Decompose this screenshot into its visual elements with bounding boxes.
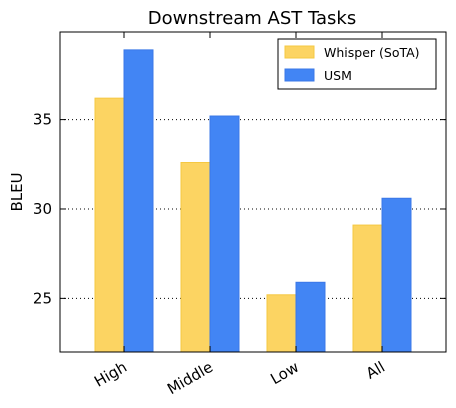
legend-label-whisper: Whisper (SoTA) — [324, 45, 420, 60]
legend-swatch-whisper — [284, 45, 315, 59]
bar-usm-high — [123, 49, 154, 353]
bar-whisper-all — [352, 224, 383, 353]
y-tick-label: 25 — [33, 289, 52, 307]
bar-usm-low — [295, 281, 326, 353]
bar-usm-all — [381, 197, 412, 353]
y-axis-label: BLEU — [8, 172, 26, 211]
bars — [94, 49, 412, 353]
y-tick-label: 35 — [33, 111, 52, 129]
y-ticks: 25 30 35 — [33, 111, 446, 307]
bar-whisper-low — [266, 294, 297, 353]
bar-usm-middle — [209, 115, 240, 353]
legend-label-usm: USM — [324, 68, 352, 83]
bar-whisper-high — [94, 97, 125, 353]
x-tick-label: Middle — [164, 358, 216, 398]
bar-whisper-middle — [180, 162, 211, 353]
x-tick-label: Low — [267, 358, 302, 388]
plot-frame — [59, 31, 447, 353]
chart-title: Downstream AST Tasks — [148, 8, 357, 29]
legend-swatch-usm — [284, 68, 315, 82]
x-tick-label: High — [91, 358, 130, 391]
x-tick-label: All — [363, 358, 388, 383]
legend: Whisper (SoTA) USM — [277, 38, 437, 90]
y-tick-label: 30 — [33, 200, 52, 218]
